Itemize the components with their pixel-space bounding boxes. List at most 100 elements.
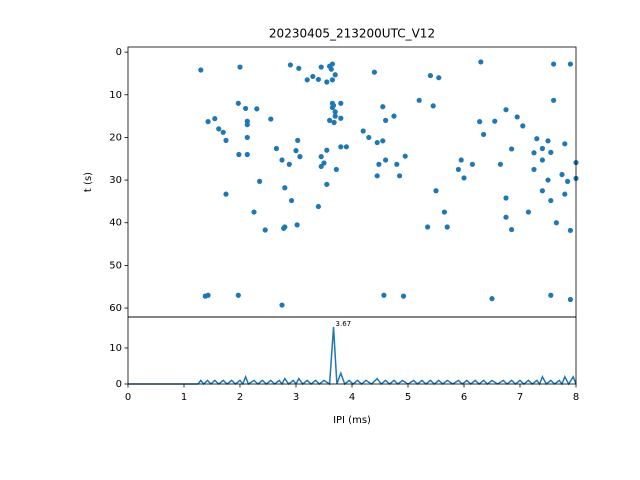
point: [402, 153, 408, 159]
point: [383, 157, 389, 163]
point: [509, 226, 515, 233]
x-tick-label: 5: [405, 392, 411, 403]
point: [329, 77, 335, 83]
point: [235, 100, 241, 106]
point: [374, 173, 380, 179]
point: [297, 154, 303, 160]
point: [545, 138, 551, 144]
point: [548, 292, 554, 298]
point: [338, 144, 344, 150]
point: [244, 122, 250, 128]
point: [441, 209, 447, 215]
point: [205, 292, 211, 298]
x-tick-label: 6: [461, 392, 467, 403]
point: [273, 145, 279, 152]
x-tick-label: 4: [349, 392, 355, 403]
point: [548, 197, 554, 204]
x-tick-label: 3: [293, 392, 299, 403]
point: [444, 224, 450, 230]
peak-annotation: 3.67: [336, 320, 352, 328]
point: [243, 105, 249, 112]
point: [251, 209, 257, 215]
point: [539, 145, 546, 152]
point: [461, 175, 467, 181]
point: [371, 69, 377, 75]
point: [360, 128, 366, 134]
point: [338, 115, 344, 121]
point: [315, 203, 321, 210]
y-tick-label: 10: [109, 90, 122, 101]
x-tick-label: 0: [125, 392, 131, 403]
point: [315, 76, 321, 83]
point: [327, 117, 333, 123]
point: [205, 119, 211, 125]
point: [400, 293, 407, 299]
point: [455, 166, 461, 173]
point: [436, 75, 442, 81]
chart-title: 20230405_213200UTC_V12: [269, 27, 435, 41]
point: [374, 139, 380, 146]
point: [416, 97, 422, 103]
point: [198, 67, 204, 73]
point: [324, 147, 330, 153]
point: [427, 72, 433, 79]
point: [562, 141, 568, 147]
point: [324, 181, 330, 187]
point: [304, 77, 310, 83]
point: [332, 109, 338, 115]
point: [329, 61, 335, 67]
point: [282, 224, 288, 230]
point: [477, 119, 483, 125]
point: [212, 116, 218, 122]
point: [331, 119, 337, 126]
point: [254, 106, 260, 112]
point: [235, 292, 241, 298]
point: [279, 302, 285, 308]
point: [430, 103, 436, 109]
point: [216, 126, 222, 132]
point: [551, 97, 557, 103]
x-tick-label: 8: [573, 392, 579, 403]
point: [333, 166, 339, 173]
y-tick-label: 60: [109, 303, 122, 314]
point: [338, 100, 344, 106]
point: [328, 66, 334, 72]
point: [236, 151, 242, 158]
point: [397, 173, 403, 179]
point: [391, 113, 397, 119]
point: [425, 224, 431, 230]
point: [509, 146, 515, 152]
point: [567, 227, 574, 234]
point: [548, 149, 554, 155]
point: [478, 59, 484, 65]
point: [567, 296, 574, 303]
y-tick-label: 20: [109, 132, 122, 143]
y-tick-label: 40: [109, 218, 122, 229]
point: [559, 171, 565, 178]
point: [531, 166, 537, 173]
point: [288, 197, 295, 204]
point: [332, 113, 338, 119]
y-tick-label: 0: [116, 47, 122, 58]
point: [562, 191, 568, 197]
point: [310, 73, 316, 80]
point: [497, 161, 503, 167]
point: [503, 214, 509, 220]
point: [514, 114, 520, 120]
point: [244, 134, 250, 141]
point: [531, 150, 537, 156]
point: [567, 61, 574, 67]
point: [381, 292, 387, 298]
point: [295, 137, 301, 144]
point: [343, 144, 349, 150]
point: [503, 107, 509, 113]
line: [128, 327, 577, 386]
point: [257, 178, 263, 184]
y-tick-label: 30: [109, 175, 122, 186]
point: [458, 157, 464, 163]
point: [551, 61, 557, 67]
x-tick-label: 7: [517, 392, 523, 403]
point: [220, 129, 226, 135]
